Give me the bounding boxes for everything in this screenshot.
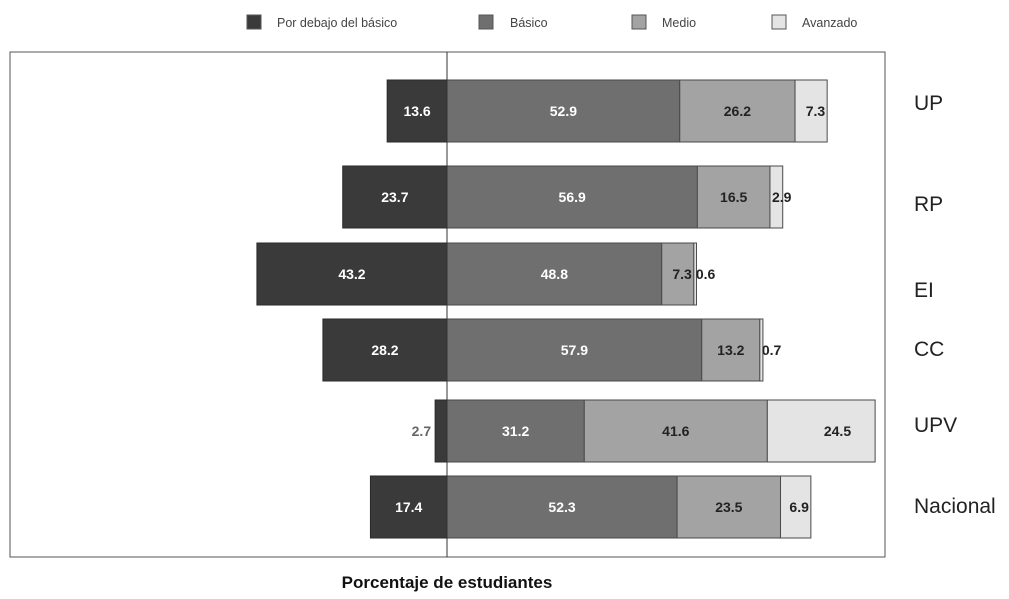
bar-segment xyxy=(701,318,761,382)
legend-swatch xyxy=(478,14,494,30)
bar-segment xyxy=(446,475,678,539)
bar-value-label: 0.7 xyxy=(762,342,782,358)
bar-segment xyxy=(446,79,681,143)
bar-value-label: 2.9 xyxy=(772,189,792,205)
bar-value-label: 23.5 xyxy=(715,499,742,515)
bar-segment xyxy=(386,79,448,143)
bar-value-label: 2.7 xyxy=(412,423,432,439)
bar-value-label: 0.6 xyxy=(696,266,716,282)
bar-value-label: 31.2 xyxy=(502,423,529,439)
bar-segment xyxy=(446,242,663,306)
legend-label: Básico xyxy=(510,16,548,30)
bar-segment xyxy=(322,318,448,382)
chart-legend: Por debajo del básico Básico Medio Avanzado xyxy=(246,14,857,30)
category-label: UP xyxy=(914,92,943,115)
bar-value-label: 16.5 xyxy=(720,189,747,205)
bar-value-label: 26.2 xyxy=(724,103,751,119)
bar-segment xyxy=(434,399,448,463)
bar-value-label: 23.7 xyxy=(381,189,408,205)
bar-value-label: 48.8 xyxy=(541,266,568,282)
bar-segment xyxy=(676,475,782,539)
category-label: EI xyxy=(914,279,934,302)
bar-value-label: 41.6 xyxy=(662,423,689,439)
bar-value-label: 17.4 xyxy=(395,499,422,515)
bar-value-label: 43.2 xyxy=(338,266,365,282)
bar-value-label: 57.9 xyxy=(561,342,588,358)
bar-value-label: 7.3 xyxy=(672,266,692,282)
bar-segment xyxy=(696,165,771,229)
legend-swatch xyxy=(771,14,787,30)
bar-value-label: 13.6 xyxy=(403,103,430,119)
bar-segment xyxy=(446,165,698,229)
bar-segment xyxy=(446,318,703,382)
bar-segment xyxy=(769,165,784,229)
bar-segment xyxy=(794,79,828,143)
bar-segment xyxy=(342,165,448,229)
bar-segment xyxy=(759,318,764,382)
category-label: UPV xyxy=(914,414,957,437)
bar-value-label: 28.2 xyxy=(371,342,398,358)
bar-value-label: 13.2 xyxy=(717,342,744,358)
bar-segment xyxy=(369,475,448,539)
bar-value-label: 52.9 xyxy=(550,103,577,119)
bar-segment xyxy=(766,399,876,463)
bar-segment xyxy=(446,399,585,463)
category-label: CC xyxy=(914,338,944,361)
category-label: RP xyxy=(914,193,943,216)
legend-label: Medio xyxy=(662,16,696,30)
bar-segment xyxy=(693,242,697,306)
bar-value-label: 7.3 xyxy=(806,103,826,119)
category-label: Nacional xyxy=(914,495,996,518)
bar-segment xyxy=(583,399,768,463)
bar-value-label: 52.3 xyxy=(548,499,575,515)
bar-value-label: 6.9 xyxy=(789,499,809,515)
legend-label: Por debajo del básico xyxy=(277,16,397,30)
bar-segment xyxy=(256,242,448,306)
bar-value-label: 56.9 xyxy=(559,189,586,205)
category-labels: UP RP EI CC UPV Nacional xyxy=(914,92,996,518)
legend-swatch xyxy=(246,14,262,30)
legend-swatch xyxy=(631,14,647,30)
x-axis-label: Porcentaje de estudiantes xyxy=(342,573,553,592)
bar-group: 13.6 52.9 26.2 7.3 23.7 56.9 16.5 2.9 43.2 48.8 7.… xyxy=(256,79,876,539)
legend-label: Avanzado xyxy=(802,16,857,30)
bar-value-label: 24.5 xyxy=(824,423,851,439)
bar-segment xyxy=(780,475,812,539)
